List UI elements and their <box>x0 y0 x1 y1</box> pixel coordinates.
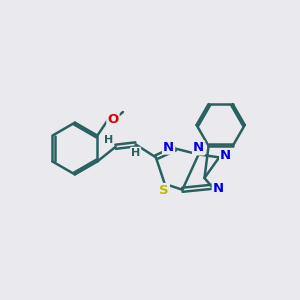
Text: H: H <box>131 148 140 158</box>
Text: S: S <box>159 184 169 197</box>
Text: N: N <box>193 141 204 154</box>
Text: O: O <box>107 113 118 126</box>
Text: N: N <box>163 141 174 154</box>
Text: H: H <box>103 135 113 145</box>
Text: N: N <box>220 149 231 162</box>
Text: N: N <box>213 182 224 195</box>
